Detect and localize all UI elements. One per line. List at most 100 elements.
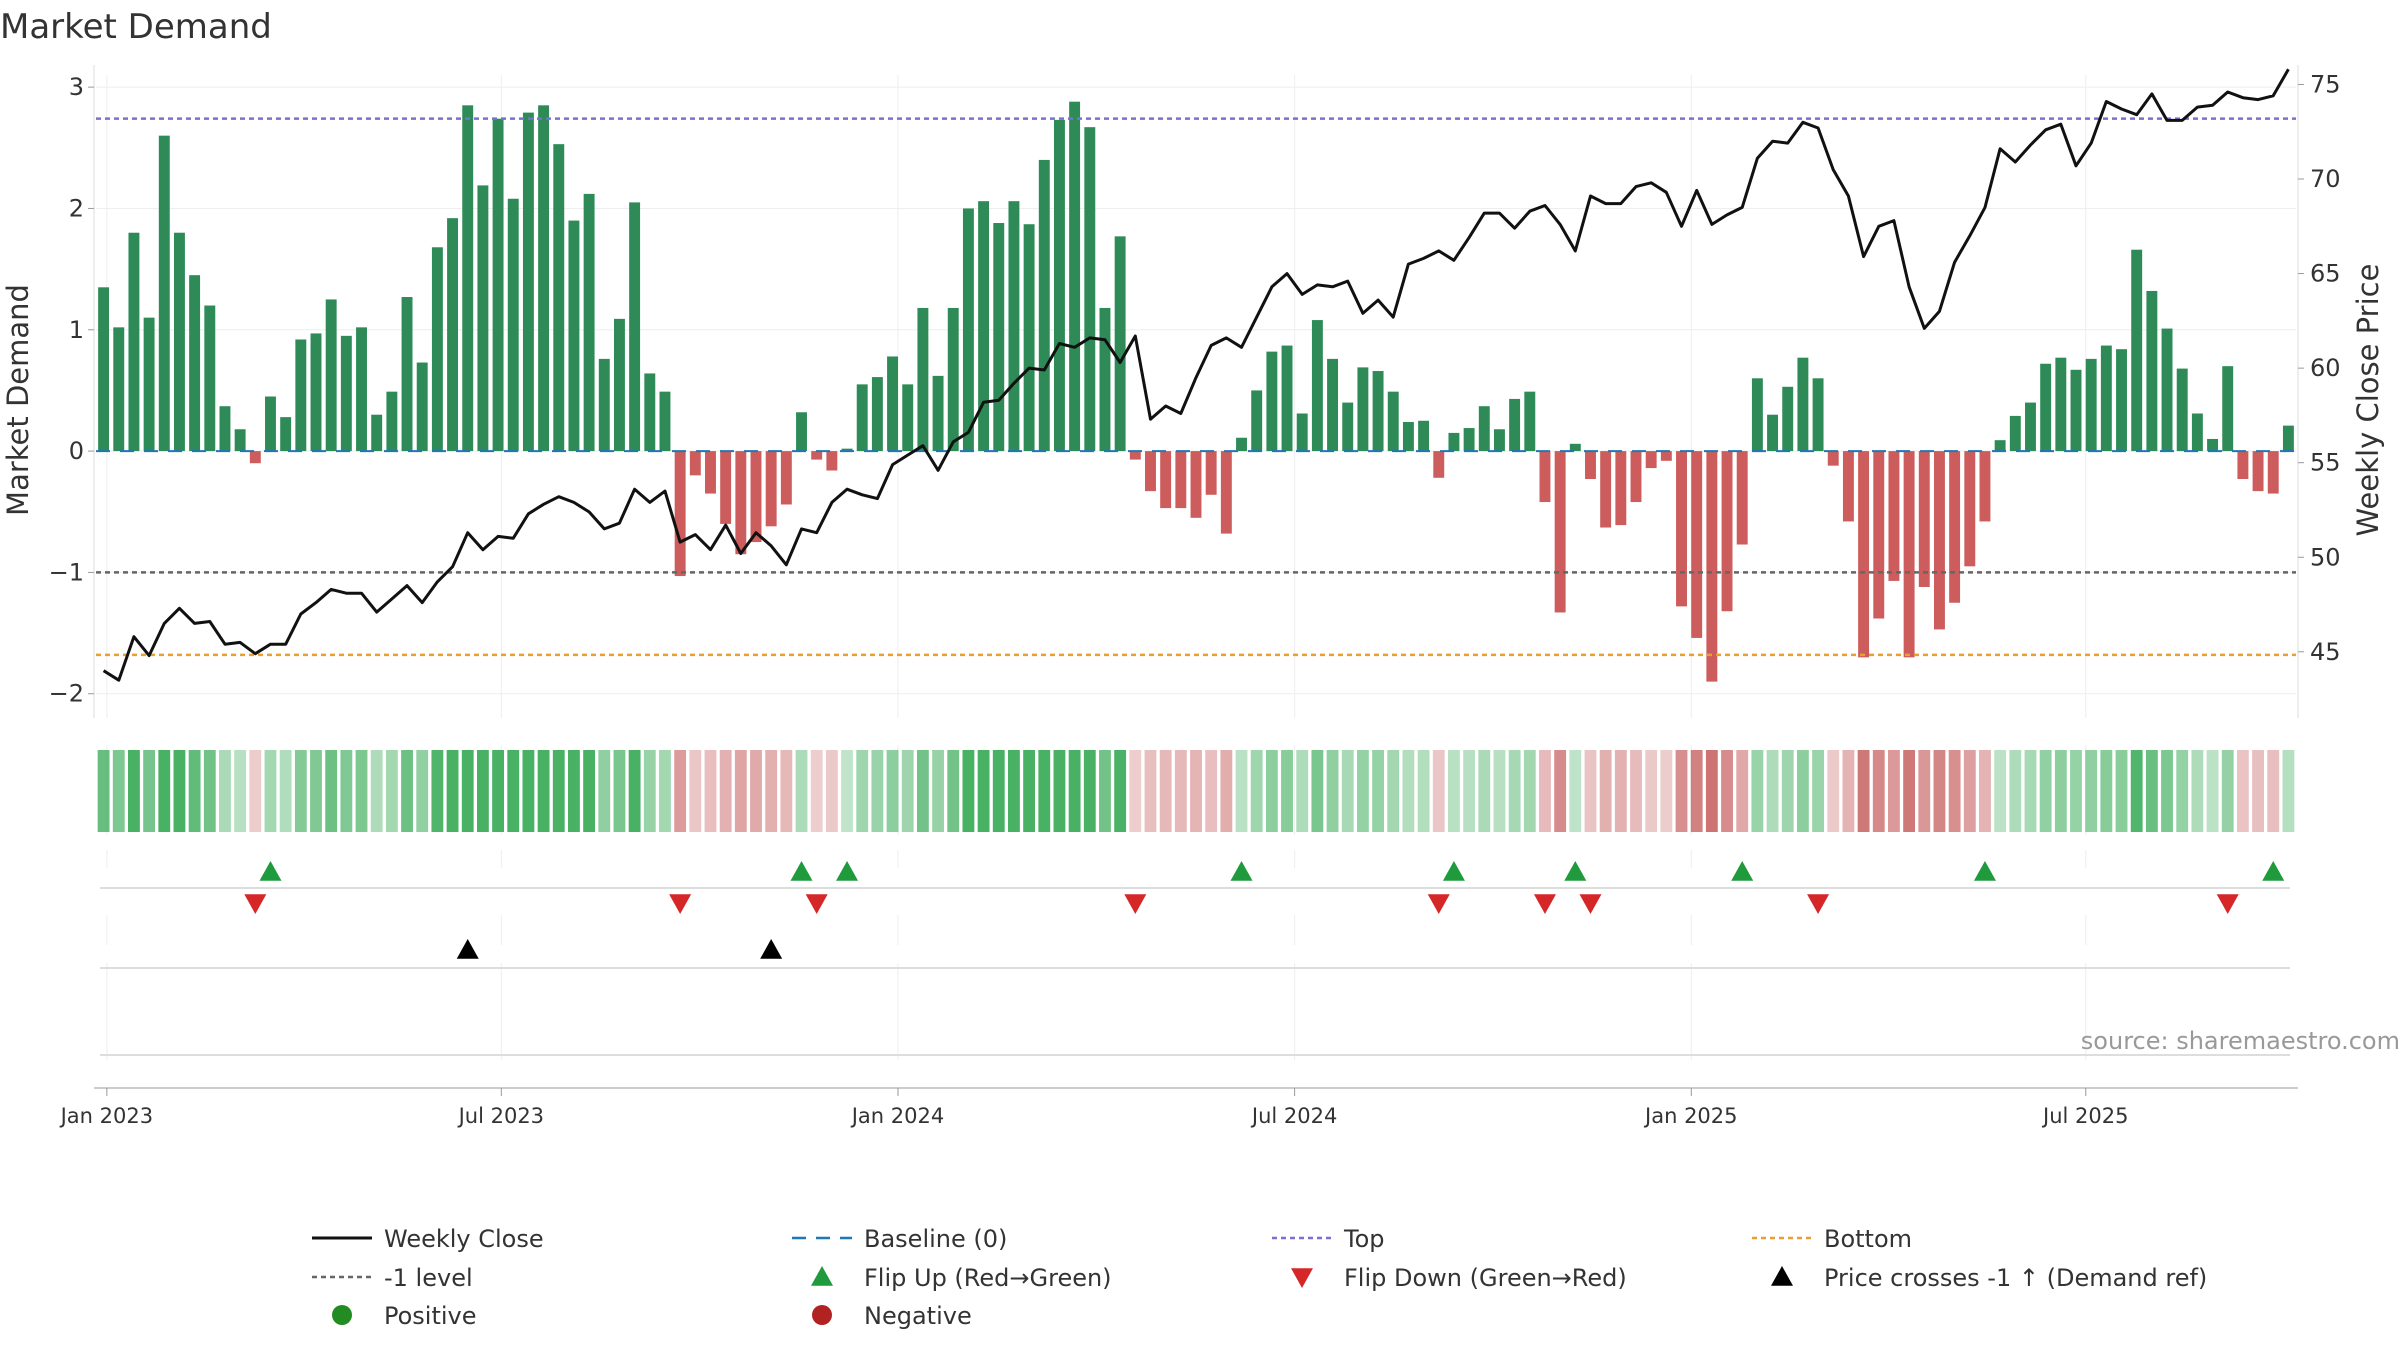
- legend-circle-icon: [332, 1305, 352, 1325]
- legend-label: Baseline (0): [864, 1225, 1007, 1253]
- strip-cell: [1630, 750, 1642, 832]
- demand-bar-positive: [1812, 378, 1824, 452]
- strip-cell: [1372, 750, 1384, 832]
- right-tick-label: 65: [2310, 260, 2341, 288]
- strip-cell: [249, 750, 262, 832]
- strip-cell: [2024, 750, 2037, 832]
- demand-bar-negative: [705, 451, 716, 494]
- demand-bar-positive: [416, 362, 428, 452]
- strip-cell: [219, 750, 231, 832]
- demand-bar-positive: [1448, 432, 1460, 452]
- demand-bar-positive: [234, 429, 246, 452]
- strip-cell: [1523, 750, 1536, 832]
- demand-bar-positive: [128, 232, 140, 452]
- demand-bar-negative: [1145, 451, 1156, 492]
- strip-cell: [1584, 750, 1597, 832]
- demand-bar-positive: [1084, 127, 1096, 452]
- strip-cell: [552, 750, 565, 832]
- strip-cell: [841, 750, 853, 832]
- demand-bar-negative: [1660, 451, 1672, 461]
- demand-bar-negative: [1691, 451, 1703, 638]
- demand-bar-positive: [325, 299, 337, 452]
- demand-bar-positive: [204, 305, 216, 452]
- strip-cell: [416, 750, 429, 832]
- flip-up-marker: [836, 861, 859, 881]
- demand-bar-positive: [2222, 366, 2234, 452]
- right-tick-label: 75: [2310, 70, 2341, 98]
- x-tick-label: Jan 2023: [59, 1104, 154, 1128]
- strip-cell: [234, 750, 247, 832]
- strip-cell: [1539, 750, 1551, 832]
- strip-cell: [1311, 750, 1324, 832]
- demand-bar-positive: [1114, 236, 1126, 452]
- legend-label: Positive: [384, 1302, 477, 1330]
- strip-cell: [1356, 750, 1369, 832]
- strip-cell: [1432, 750, 1445, 832]
- demand-bar-positive: [2207, 438, 2219, 452]
- demand-bar-negative: [1933, 451, 1945, 630]
- strip-cell: [947, 750, 960, 832]
- strip-cell: [977, 750, 990, 832]
- strip-cell: [628, 750, 641, 832]
- strip-cell: [1569, 750, 1582, 832]
- strip-cell: [2085, 750, 2098, 832]
- strip-cell: [2206, 750, 2219, 832]
- strip-cell: [340, 750, 353, 832]
- demand-bar-positive: [2146, 290, 2158, 452]
- legend-label: Price crosses -1 ↑ (Demand ref): [1824, 1264, 2207, 1292]
- strip-cell: [325, 750, 338, 832]
- demand-bar-negative: [1979, 451, 1991, 522]
- legend-label: Flip Up (Red→Green): [864, 1264, 1112, 1292]
- demand-bar-positive: [887, 356, 899, 452]
- strip-cell: [916, 750, 929, 832]
- demand-bar-negative: [1205, 451, 1217, 495]
- demand-bar-negative: [2252, 451, 2264, 492]
- strip-cell: [962, 750, 975, 832]
- strip-cell: [537, 750, 550, 832]
- demand-bar-positive: [401, 297, 413, 452]
- demand-bar-positive: [2191, 413, 2203, 452]
- demand-bar-negative: [1842, 451, 1854, 522]
- demand-bar-positive: [2176, 368, 2188, 452]
- strip-cell: [2009, 750, 2022, 832]
- strip-cell: [1463, 750, 1476, 832]
- strip-cell: [112, 750, 125, 832]
- demand-bar-positive: [2055, 357, 2067, 452]
- strip-cell: [780, 750, 793, 832]
- demand-bar-negative: [735, 451, 747, 555]
- strip-cell: [1387, 750, 1400, 832]
- strip-cell: [1554, 750, 1567, 832]
- strip-cell: [1888, 750, 1900, 832]
- strip-cell: [1660, 750, 1673, 832]
- event-markers: [244, 861, 2285, 959]
- demand-bar-negative: [1736, 451, 1748, 545]
- strip-cell: [1979, 750, 1991, 832]
- demand-bar-positive: [1008, 201, 1020, 452]
- strip-cell: [2282, 750, 2295, 832]
- demand-bar-positive: [219, 406, 231, 452]
- strip-cell: [507, 750, 520, 832]
- demand-bar-positive: [1311, 320, 1323, 452]
- right-tick-label: 55: [2310, 449, 2341, 477]
- demand-bar-positive: [1463, 428, 1475, 452]
- demand-bar-negative: [1630, 451, 1642, 503]
- demand-bar-positive: [568, 220, 580, 452]
- demand-bar-negative: [1554, 451, 1566, 613]
- x-tick-label: Jul 2024: [1250, 1104, 1337, 1128]
- strip-cell: [1099, 750, 1111, 832]
- demand-bar-positive: [962, 208, 974, 452]
- x-tick-label: Jul 2025: [2041, 1104, 2128, 1128]
- demand-bar-negative: [1721, 451, 1733, 612]
- flip-up-marker: [790, 861, 813, 881]
- strip-cell: [1994, 750, 2007, 832]
- strip-cell: [992, 750, 1005, 832]
- demand-bar-positive: [1478, 406, 1490, 452]
- strip-cell: [1205, 750, 1218, 832]
- demand-bar-negative: [1645, 451, 1657, 469]
- strip-cell: [1008, 750, 1020, 832]
- demand-bar-positive: [477, 185, 489, 452]
- strip-cell: [583, 750, 596, 832]
- strip-cell: [1448, 750, 1460, 832]
- strip-cell: [1872, 750, 1885, 832]
- demand-bar-positive: [431, 247, 443, 452]
